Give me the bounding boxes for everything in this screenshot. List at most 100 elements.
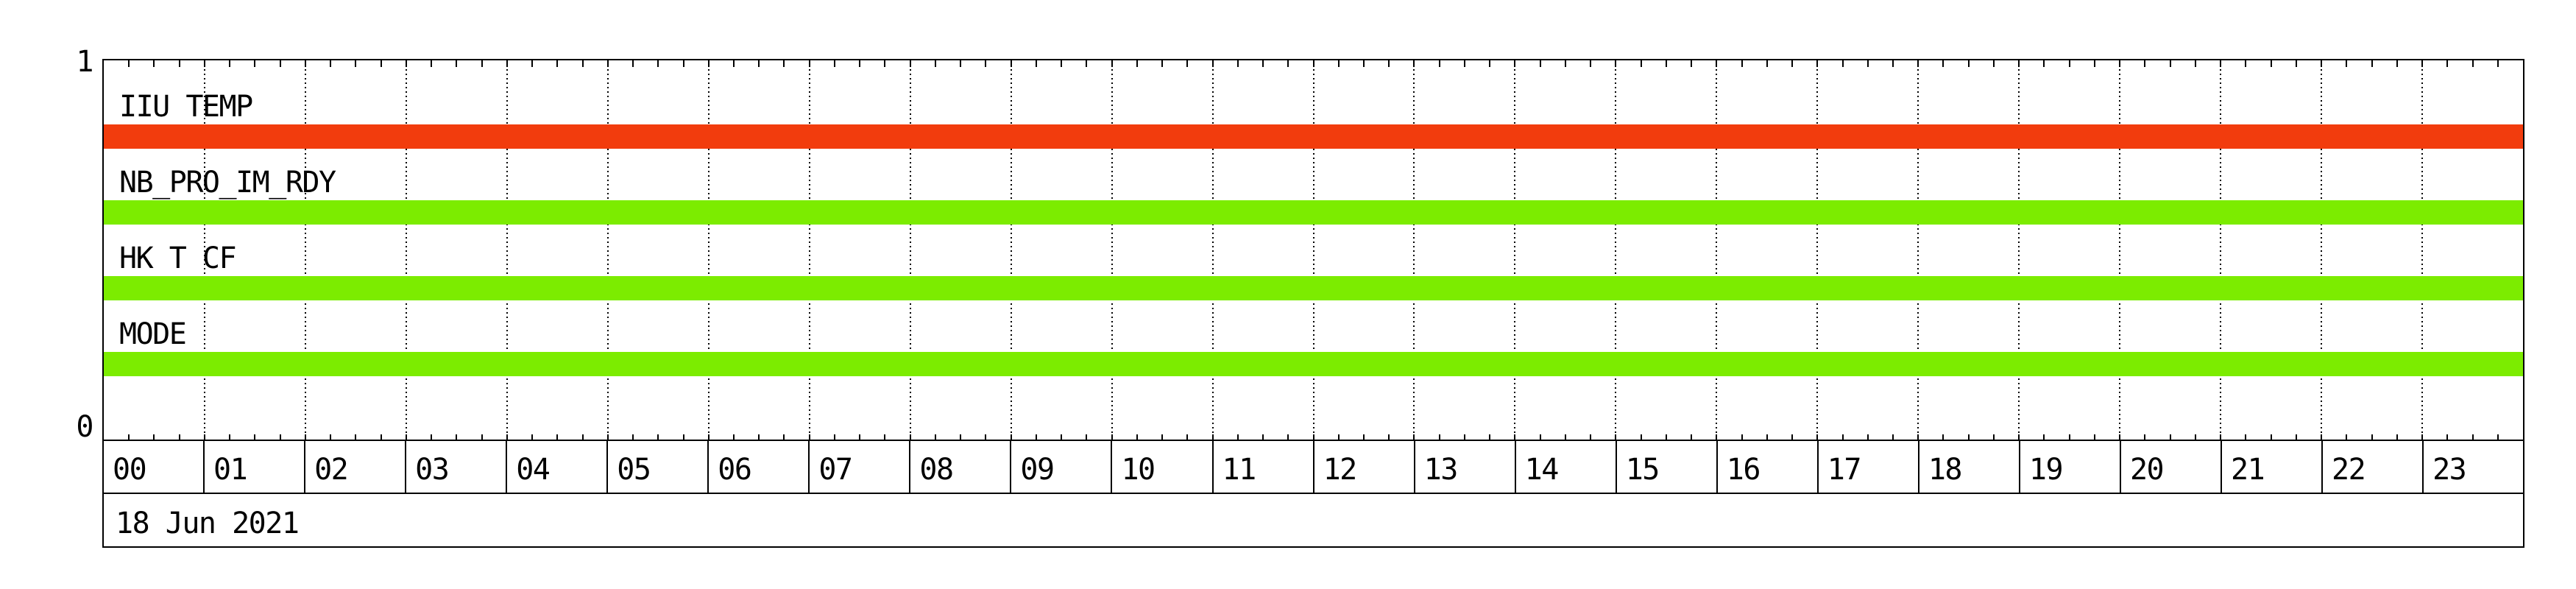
minor-tick-top — [2043, 60, 2045, 67]
minor-tick-top — [2321, 60, 2323, 67]
hour-cell: 16 — [1718, 441, 1819, 493]
y-axis-label-top: 1 — [76, 45, 93, 79]
minor-tick-bottom — [1539, 434, 1541, 440]
minor-tick-top — [1967, 60, 1970, 67]
minor-tick-top — [1539, 60, 1541, 67]
minor-tick-top — [2270, 60, 2272, 67]
hour-cell: 10 — [1112, 441, 1214, 493]
minor-tick-top — [380, 60, 382, 67]
minor-tick-bottom — [254, 434, 256, 440]
minor-tick-top — [2471, 60, 2474, 67]
minor-tick-bottom — [1766, 434, 1768, 440]
minor-tick-top — [1691, 60, 1693, 67]
minor-tick-bottom — [1489, 434, 1491, 440]
minor-tick-top — [2295, 60, 2297, 67]
minor-tick-bottom — [556, 434, 559, 440]
minor-tick-bottom — [1186, 434, 1189, 440]
minor-tick-top — [2119, 60, 2121, 67]
hour-label: 07 — [818, 453, 853, 487]
minor-tick-bottom — [682, 434, 684, 440]
minor-tick-top — [758, 60, 760, 67]
minor-tick-top — [1665, 60, 1667, 67]
minor-tick-top — [1514, 60, 1516, 67]
minor-tick-top — [707, 60, 710, 67]
date-row: 18 Jun 2021 — [102, 494, 2524, 548]
minor-tick-top — [1061, 60, 1063, 67]
minor-tick-bottom — [506, 434, 508, 440]
minor-tick-bottom — [1741, 434, 1743, 440]
minor-tick-bottom — [1388, 434, 1390, 440]
signal-label: IIU TEMP — [119, 89, 253, 124]
minor-tick-bottom — [1967, 434, 1970, 440]
hour-label: 20 — [2129, 453, 2165, 487]
minor-tick-bottom — [2119, 434, 2121, 440]
minor-tick-bottom — [1665, 434, 1667, 440]
minor-tick-bottom — [2068, 434, 2070, 440]
minor-tick-top — [481, 60, 483, 67]
minor-tick-top — [2068, 60, 2070, 67]
minor-tick-bottom — [808, 434, 810, 440]
minor-tick-top — [128, 60, 130, 67]
minor-tick-bottom — [985, 434, 987, 440]
hour-label: 19 — [2028, 453, 2064, 487]
minor-tick-bottom — [1841, 434, 1844, 440]
minor-tick-top — [632, 60, 634, 67]
minor-tick-top — [405, 60, 407, 67]
minor-tick-top — [1489, 60, 1491, 67]
minor-tick-top — [1035, 60, 1037, 67]
hour-cell: 19 — [2020, 441, 2121, 493]
hour-cell: 14 — [1516, 441, 1617, 493]
minor-tick-top — [1615, 60, 1617, 67]
minor-tick-bottom — [2371, 434, 2373, 440]
minor-tick-bottom — [153, 434, 155, 440]
minor-tick-bottom — [884, 434, 886, 440]
minor-tick-top — [1287, 60, 1289, 67]
minor-tick-top — [2446, 60, 2449, 67]
minor-tick-bottom — [833, 434, 835, 440]
minor-tick-top — [1816, 60, 1819, 67]
hour-cell: 21 — [2222, 441, 2324, 493]
hour-label: 15 — [1625, 453, 1660, 487]
minor-tick-bottom — [1564, 434, 1566, 440]
minor-tick-bottom — [279, 434, 281, 440]
minor-tick-top — [808, 60, 810, 67]
hour-label: 01 — [213, 453, 248, 487]
minor-tick-top — [279, 60, 281, 67]
minor-tick-bottom — [178, 434, 180, 440]
minor-tick-bottom — [1691, 434, 1693, 440]
minor-tick-bottom — [2471, 434, 2474, 440]
hour-label: 06 — [718, 453, 752, 487]
minor-tick-bottom — [405, 434, 407, 440]
minor-tick-top — [1010, 60, 1012, 67]
minor-tick-bottom — [304, 434, 306, 440]
signal-status-bar — [104, 200, 2523, 225]
hour-gridline — [2018, 60, 2020, 440]
minor-tick-top — [1942, 60, 1945, 67]
minor-tick-top — [1766, 60, 1768, 67]
minor-tick-bottom — [2144, 434, 2146, 440]
minor-tick-bottom — [380, 434, 382, 440]
date-label: 18 Jun 2021 — [116, 507, 300, 540]
hour-label: 02 — [314, 453, 349, 487]
minor-tick-top — [2346, 60, 2348, 67]
hour-gridline — [1111, 60, 1113, 440]
hour-gridline — [707, 60, 710, 440]
minor-tick-top — [783, 60, 785, 67]
hour-cell: 23 — [2424, 441, 2523, 493]
minor-tick-bottom — [2169, 434, 2171, 440]
hour-label: 00 — [113, 453, 147, 487]
minor-tick-top — [682, 60, 684, 67]
minor-tick-bottom — [2093, 434, 2095, 440]
hour-label: 18 — [1928, 453, 1963, 487]
minor-tick-top — [556, 60, 559, 67]
hour-axis-row: 00 01 02 03 04 05 06 07 08 09 10 11 12 13 14 15 16 17 18 19… — [102, 441, 2524, 494]
minor-tick-bottom — [2421, 434, 2424, 440]
minor-tick-top — [2144, 60, 2146, 67]
minor-tick-bottom — [707, 434, 710, 440]
minor-tick-bottom — [481, 434, 483, 440]
minor-tick-top — [229, 60, 231, 67]
signal-status-bar — [104, 275, 2523, 300]
hour-label: 05 — [617, 453, 651, 487]
plot-area: IIU TEMP NB_PRO_IM_RDY HK T CF MODE — [102, 59, 2524, 441]
plot-inner: IIU TEMP NB_PRO_IM_RDY HK T CF MODE — [104, 60, 2523, 440]
